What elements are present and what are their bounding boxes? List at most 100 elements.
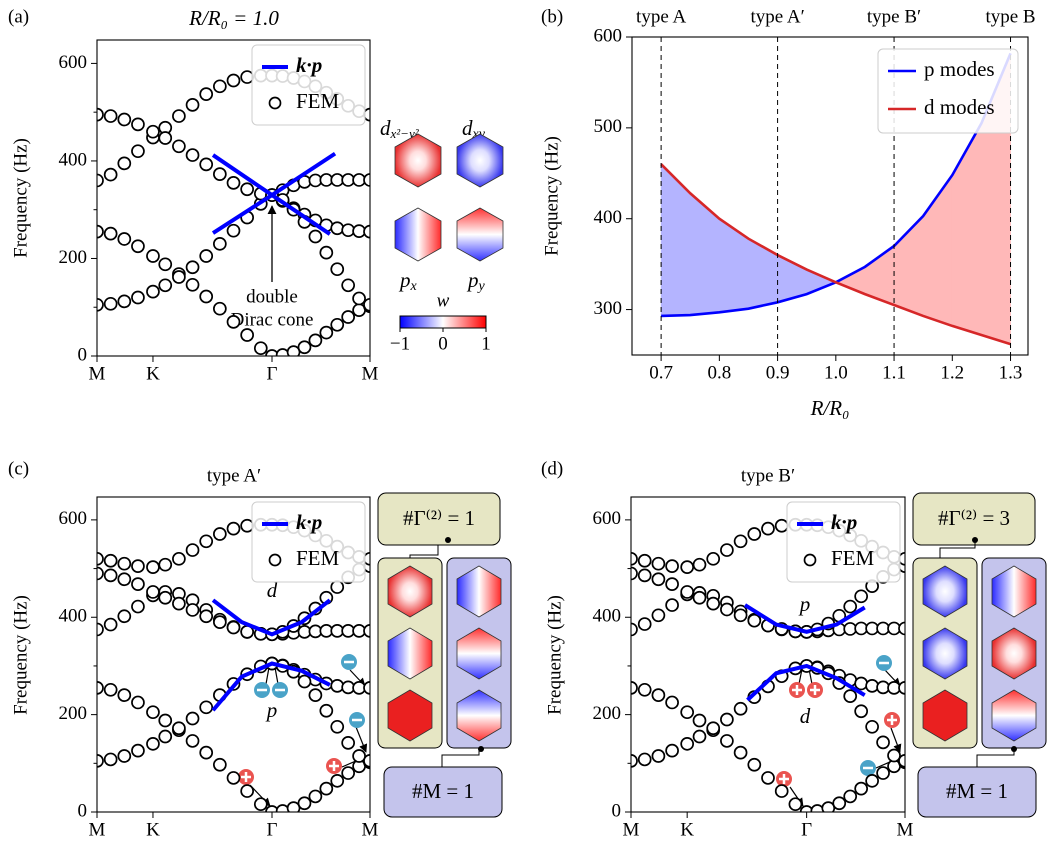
mode-symbol: p (398, 268, 411, 292)
fem-point (200, 158, 212, 170)
y-tick-label: 0 (78, 344, 88, 365)
x-tick-label: 1.0 (824, 362, 848, 383)
fem-point (331, 680, 343, 692)
fem-point (147, 126, 159, 138)
fem-point (735, 747, 747, 759)
fem-point (844, 690, 856, 702)
fem-point (762, 772, 774, 784)
fem-point (214, 168, 226, 180)
fem-point (721, 603, 733, 615)
mode-symbol: d (380, 116, 391, 140)
x-tick-label: M (623, 819, 640, 840)
y-axis-label: Frequency (Hz) (541, 136, 562, 256)
fem-point (877, 736, 889, 748)
fem-point (105, 684, 117, 696)
fem-point (132, 240, 144, 252)
x-tick-label: Γ (267, 363, 278, 384)
y-tick-label: 600 (59, 52, 88, 73)
fem-point (241, 183, 253, 195)
panel-label: (c) (8, 458, 29, 479)
y-tick-label: 600 (59, 508, 88, 529)
x-axis-label: R/R₀ (810, 396, 850, 420)
fem-point (173, 271, 185, 283)
fem-point (331, 319, 343, 331)
fem-point (694, 559, 706, 571)
fem-point (147, 738, 159, 750)
fem-point (331, 721, 343, 733)
fem-point (200, 250, 212, 262)
annotation-arrow (891, 728, 900, 752)
fem-point (748, 759, 760, 771)
legend-label: p modes (924, 57, 995, 81)
fem-point (200, 291, 212, 303)
fem-point (147, 561, 159, 573)
y-tick-label: 600 (593, 508, 622, 529)
fem-point (639, 618, 651, 630)
legend-label: k·p (831, 510, 857, 534)
fem-point (173, 598, 185, 610)
fem-point (187, 735, 199, 747)
fem-point (681, 586, 693, 598)
fem-point (331, 775, 343, 787)
fem-point (118, 113, 130, 125)
fem-point (173, 722, 185, 734)
fem-point (652, 573, 664, 585)
fem-point (748, 615, 760, 627)
mode-image (457, 208, 503, 261)
y-axis-label: Frequency (Hz) (544, 595, 565, 715)
fem-point (214, 528, 226, 540)
legend-swatch (805, 555, 816, 566)
annotation: Dirac cone (231, 309, 314, 330)
fem-point (187, 604, 199, 616)
box-label: #M = 1 (412, 779, 474, 803)
fem-point (342, 279, 354, 291)
fem-point (118, 610, 130, 622)
fem-point (105, 555, 117, 567)
fem-point (694, 592, 706, 604)
area-fill (690, 193, 719, 315)
fem-point (118, 689, 130, 701)
fem-point (762, 523, 774, 535)
fem-point (187, 279, 199, 291)
fem-point (187, 544, 199, 556)
y-tick-label: 200 (593, 703, 622, 724)
colorbar-label: w (437, 290, 450, 311)
fem-point (132, 578, 144, 590)
fem-point (721, 713, 733, 725)
fem-point (844, 790, 856, 802)
fem-point (132, 601, 144, 613)
fem-point (159, 258, 171, 270)
fem-point (118, 558, 130, 570)
area-fill (719, 219, 748, 313)
fem-point (228, 772, 240, 784)
fem-point (639, 569, 651, 581)
fem-point (707, 598, 719, 610)
y-tick-label: 500 (594, 116, 623, 137)
colorbar-tick-label: −1 (390, 333, 410, 354)
legend-label: FEM (296, 89, 340, 113)
mode-label: px (398, 268, 418, 294)
fem-point (214, 759, 226, 771)
page: (a) R/R₀ = 1.0 Frequency (Hz) double Dir… (0, 0, 1050, 854)
fem-point (200, 610, 212, 622)
colorbar-tick-label: 0 (438, 333, 448, 354)
fem-point (877, 767, 889, 779)
fem-point (214, 616, 226, 628)
reference-label: type A′ (750, 6, 804, 27)
reference-label: type B (985, 6, 1035, 27)
mode-subscript: x (410, 279, 418, 294)
fem-point (855, 677, 867, 689)
fem-point (132, 745, 144, 757)
fem-point (159, 132, 171, 144)
fem-point (187, 713, 199, 725)
fem-point (639, 555, 651, 567)
fem-point (342, 767, 354, 779)
fem-point (214, 303, 226, 315)
fem-point (173, 110, 185, 122)
fem-point (132, 696, 144, 708)
y-tick-label: 400 (594, 207, 623, 228)
fem-point (298, 676, 310, 688)
fem-point (118, 157, 130, 169)
fem-point (147, 586, 159, 598)
fem-point (331, 222, 343, 234)
